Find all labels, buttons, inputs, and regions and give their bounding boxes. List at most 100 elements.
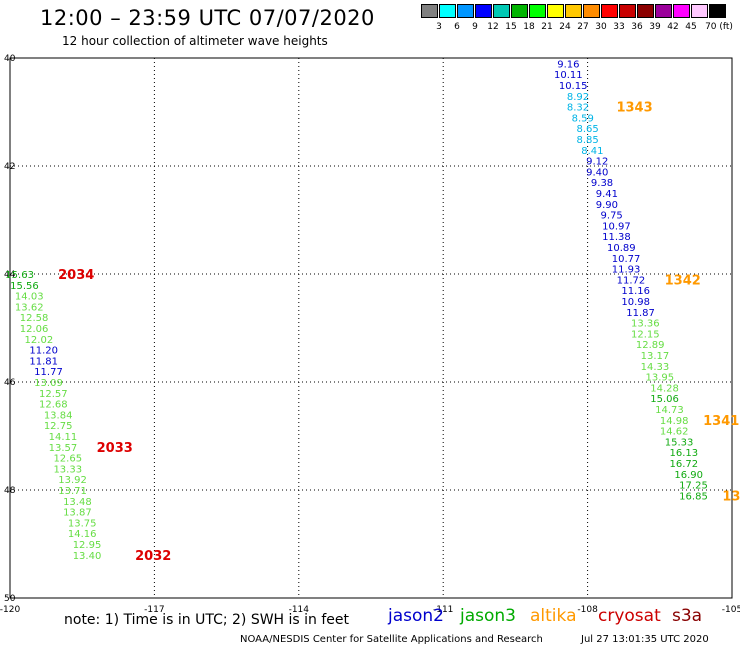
legend-label: 18 bbox=[523, 22, 535, 32]
jason2-swh-label: 9.41 bbox=[596, 189, 618, 200]
legend-label: 12 bbox=[487, 22, 499, 32]
legend-swatch bbox=[601, 4, 618, 18]
legend-swatch bbox=[439, 4, 456, 18]
legend-label: 45 bbox=[685, 22, 697, 32]
x-tick-label: -120 bbox=[0, 605, 20, 615]
jason3-swh-label: 13.71 bbox=[58, 486, 87, 497]
legend-label: 21 bbox=[541, 22, 553, 32]
jason2-swh-label: 14.73 bbox=[655, 405, 684, 416]
jason2-swh-label: 10.15 bbox=[559, 81, 588, 92]
jason2-swh-label: 10.11 bbox=[554, 70, 583, 81]
legend-altika: altika bbox=[530, 606, 577, 626]
jason3-swh-label: 12.57 bbox=[39, 389, 68, 400]
jason2-swh-label: 16.72 bbox=[670, 459, 699, 470]
jason2-swh-label: 13.36 bbox=[631, 319, 660, 330]
jason3-swh-label: 12.58 bbox=[20, 313, 49, 324]
legend-cryosat: cryosat bbox=[598, 606, 661, 626]
jason2-swh-label: 16.90 bbox=[674, 470, 703, 481]
jason2-swh-label: 15.33 bbox=[665, 437, 694, 448]
legend-label: 42 bbox=[667, 22, 679, 32]
jason2-swh-label: 9.16 bbox=[557, 59, 579, 70]
jason2-swh-label: 14.62 bbox=[660, 427, 689, 438]
jason3-swh-label: 11.81 bbox=[29, 356, 58, 367]
jason3-swh-label: 11.77 bbox=[34, 367, 63, 378]
jason3-swh-label: 14.03 bbox=[15, 292, 44, 303]
jason3-swh-label: 12.95 bbox=[73, 540, 102, 551]
jason3-swh-label: 13.92 bbox=[58, 475, 87, 486]
jason2-swh-label: 11.72 bbox=[617, 275, 646, 286]
jason2-swh-label: 13.17 bbox=[641, 351, 670, 362]
jason3-swh-label: 14.16 bbox=[68, 529, 97, 540]
legend-swatch bbox=[421, 4, 438, 18]
jason3-swh-label: 13.48 bbox=[63, 497, 92, 508]
jason2-swh-label: 16.13 bbox=[670, 448, 699, 459]
timestamp-text: Jul 27 13:01:35 UTC 2020 bbox=[581, 634, 709, 645]
x-tick-label: -114 bbox=[289, 605, 310, 615]
jason3-swh-label: 11.20 bbox=[29, 346, 58, 357]
legend-jason3: jason3 bbox=[460, 606, 516, 626]
legend-swatch bbox=[619, 4, 636, 18]
jason3-swh-label: 15.63 bbox=[5, 270, 34, 281]
jason3-swh-label: 13.62 bbox=[15, 302, 44, 313]
x-tick-label: -111 bbox=[433, 605, 453, 615]
jason2-swh-label: 14.98 bbox=[660, 416, 689, 427]
legend-jason2: jason2 bbox=[388, 606, 444, 626]
legend-swatch bbox=[511, 4, 528, 18]
jason2-swh-label: 11.93 bbox=[612, 265, 641, 276]
jason2-swh-label: 14.33 bbox=[641, 362, 670, 373]
legend-label: 70 (ft) bbox=[705, 22, 733, 32]
jason2-swh-label: 10.97 bbox=[602, 221, 631, 232]
legend-swatch bbox=[547, 4, 564, 18]
credit-text: NOAA/NESDIS Center for Satellite Applica… bbox=[240, 634, 543, 645]
plot-frame bbox=[9, 57, 733, 599]
jason2-swh-label: 10.77 bbox=[612, 254, 641, 265]
jason2-swh-label: 10.98 bbox=[621, 297, 650, 308]
pass-time-label: 2034 bbox=[58, 268, 94, 283]
chart-title: 12:00 – 23:59 UTC 07/07/2020 bbox=[40, 6, 375, 30]
pass-time-label: 1341 bbox=[703, 414, 739, 429]
jason3-swh-label: 13.84 bbox=[44, 410, 73, 421]
legend-label: 27 bbox=[577, 22, 589, 32]
jason2-swh-label: 12.15 bbox=[631, 329, 660, 340]
jason2-swh-label: 8.32 bbox=[567, 103, 589, 114]
pass-time-label: 2033 bbox=[97, 441, 133, 456]
jason2-swh-label: 13.95 bbox=[645, 373, 674, 384]
jason3-swh-label: 13.87 bbox=[63, 508, 92, 519]
jason2-swh-label: 14.28 bbox=[650, 383, 679, 394]
y-tick-label: 42 bbox=[4, 162, 15, 172]
legend-swatch bbox=[709, 4, 726, 18]
chart-subtitle: 12 hour collection of altimeter wave hei… bbox=[62, 34, 328, 48]
jason2-swh-label: 9.38 bbox=[591, 178, 613, 189]
legend-label: 39 bbox=[649, 22, 661, 32]
pass-time-label: 2032 bbox=[135, 549, 171, 564]
legend-swatch bbox=[673, 4, 690, 18]
legend-swatch bbox=[493, 4, 510, 18]
legend-label: 9 bbox=[472, 22, 478, 32]
jason3-swh-label: 12.65 bbox=[53, 454, 82, 465]
jason2-swh-label: 16.85 bbox=[679, 491, 708, 502]
legend-label: 30 bbox=[595, 22, 607, 32]
jason3-swh-label: 12.06 bbox=[20, 324, 49, 335]
jason2-swh-label: 9.40 bbox=[586, 167, 608, 178]
jason2-swh-label: 11.87 bbox=[626, 308, 655, 319]
legend-swatch bbox=[637, 4, 654, 18]
legend-label: 3 bbox=[436, 22, 442, 32]
jason2-swh-label: 8.65 bbox=[576, 124, 598, 135]
jason3-swh-label: 12.68 bbox=[39, 400, 68, 411]
jason2-swh-label: 9.75 bbox=[601, 211, 623, 222]
legend-swatch bbox=[691, 4, 708, 18]
jason2-swh-label: 10.89 bbox=[607, 243, 636, 254]
x-tick-label: -117 bbox=[144, 605, 164, 615]
jason3-swh-label: 13.09 bbox=[34, 378, 63, 389]
legend-swatch bbox=[457, 4, 474, 18]
legend-swatch bbox=[655, 4, 672, 18]
jason2-swh-label: 9.90 bbox=[596, 200, 618, 211]
jason2-swh-label: 12.89 bbox=[636, 340, 665, 351]
jason3-swh-label: 15.56 bbox=[10, 281, 39, 292]
legend-label: 24 bbox=[559, 22, 571, 32]
jason2-swh-label: 8.59 bbox=[572, 113, 594, 124]
jason2-swh-label: 17.25 bbox=[679, 481, 708, 492]
y-tick-label: 48 bbox=[4, 486, 16, 496]
legend-label: 6 bbox=[454, 22, 460, 32]
